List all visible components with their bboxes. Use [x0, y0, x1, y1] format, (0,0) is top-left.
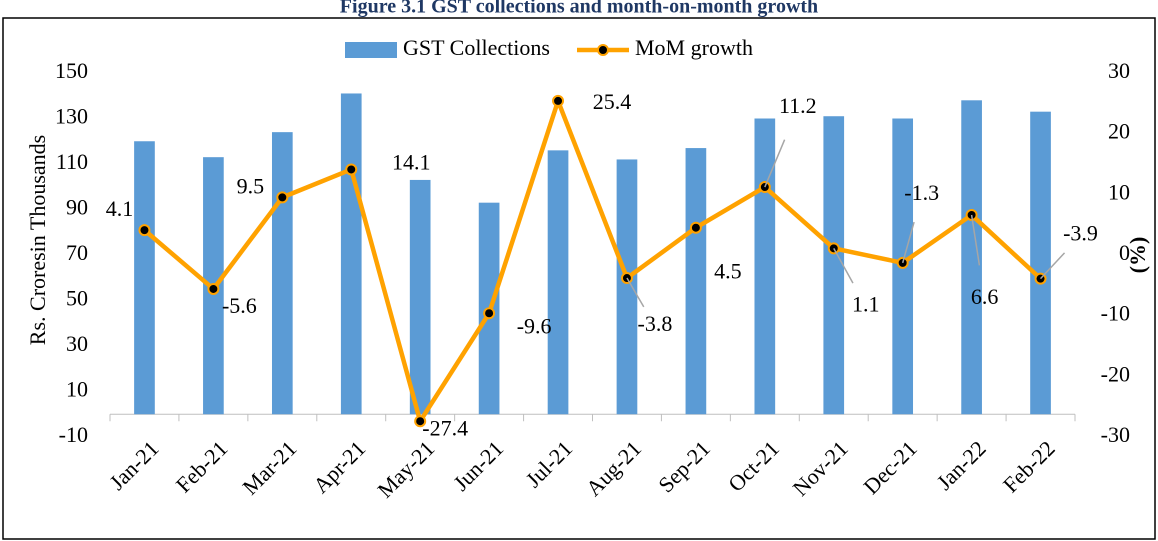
y2-tick-label: 20 [1108, 119, 1130, 144]
x-tick-label: May-21 [372, 436, 439, 503]
x-tick-label: Apr-21 [308, 436, 370, 498]
marker [483, 307, 496, 320]
y-tick-label: 110 [56, 149, 88, 174]
y2-tick-label: -20 [1101, 361, 1130, 386]
leader-line [901, 221, 915, 264]
bar [134, 141, 155, 415]
x-tick-label: Aug-21 [581, 436, 646, 501]
bar [1030, 111, 1051, 415]
y-tick-label: 30 [66, 331, 88, 356]
data-label: -3.8 [638, 311, 673, 336]
data-label: 1.1 [852, 291, 880, 316]
marker [138, 224, 151, 237]
marker [552, 94, 565, 107]
marker [276, 191, 289, 204]
legend-swatch [345, 42, 397, 58]
data-label: 11.2 [779, 93, 817, 118]
y-tick-label: 150 [55, 58, 88, 83]
leader-line [764, 139, 786, 188]
data-label: 4.1 [106, 196, 134, 221]
marker [345, 163, 358, 176]
y-tick-label: 130 [55, 104, 88, 129]
data-label: 6.6 [971, 284, 999, 309]
line [143, 98, 1043, 424]
leader-line [833, 247, 854, 284]
legend-label: GST Collections [403, 35, 550, 60]
legend-label: MoM growth [635, 35, 753, 60]
x-tick-label: Jan-21 [104, 436, 163, 495]
bar [409, 179, 431, 415]
x-tick-label: Nov-21 [788, 436, 853, 501]
x-tick-label: Feb-21 [171, 436, 233, 498]
y-tick-label: 70 [66, 240, 88, 265]
data-label: -1.3 [904, 180, 939, 205]
x-tick-label: Jun-21 [448, 436, 508, 496]
y-tick-label: 50 [66, 286, 88, 311]
data-label: 9.5 [237, 173, 265, 198]
y2-tick-label: 30 [1108, 58, 1130, 83]
bar [961, 100, 982, 415]
data-label: -9.6 [517, 313, 552, 338]
leader-line [626, 277, 645, 308]
y-tick-label: -10 [59, 422, 88, 447]
y-tick-label: 10 [66, 377, 88, 402]
x-tick-label: Feb-22 [998, 436, 1060, 498]
marker [689, 221, 702, 234]
bar [754, 118, 776, 415]
bar [685, 148, 707, 415]
data-label: -3.9 [1063, 221, 1098, 246]
x-tick-label: Mar-21 [237, 436, 301, 500]
frame [2, 17, 1156, 540]
bar [547, 150, 569, 415]
x-tick-label: Sep-21 [653, 436, 715, 498]
chart-title: Figure 3.1 GST collections and month-on-… [340, 0, 818, 18]
y2-tick-label: 0 [1119, 240, 1130, 265]
bar [271, 132, 293, 415]
legend-marker [597, 44, 609, 56]
x-tick-label: Jan-22 [932, 436, 991, 495]
bar [823, 116, 845, 415]
data-label: 14.1 [392, 150, 431, 175]
y-axis-title: Rs. Croresin Thousands [25, 135, 50, 345]
data-label: 25.4 [593, 89, 632, 114]
data-label: -5.6 [222, 293, 257, 318]
leader-line [970, 214, 981, 266]
y-tick-label: 90 [66, 195, 88, 220]
data-label: 4.5 [714, 259, 742, 284]
leader-line [1039, 252, 1066, 280]
bar [340, 93, 362, 415]
data-label: -27.4 [422, 415, 468, 440]
marker [207, 282, 220, 295]
y2-tick-label: -10 [1101, 301, 1130, 326]
x-tick-label: Dec-21 [858, 436, 921, 499]
x-tick-label: Jul-21 [521, 436, 578, 493]
x-tick-label: Oct-21 [723, 436, 784, 497]
y2-tick-label: 10 [1108, 179, 1130, 204]
marker [414, 415, 427, 428]
y2-axis-title: (%) [1125, 237, 1150, 274]
y2-tick-label: -30 [1101, 422, 1130, 447]
bar [616, 159, 638, 415]
